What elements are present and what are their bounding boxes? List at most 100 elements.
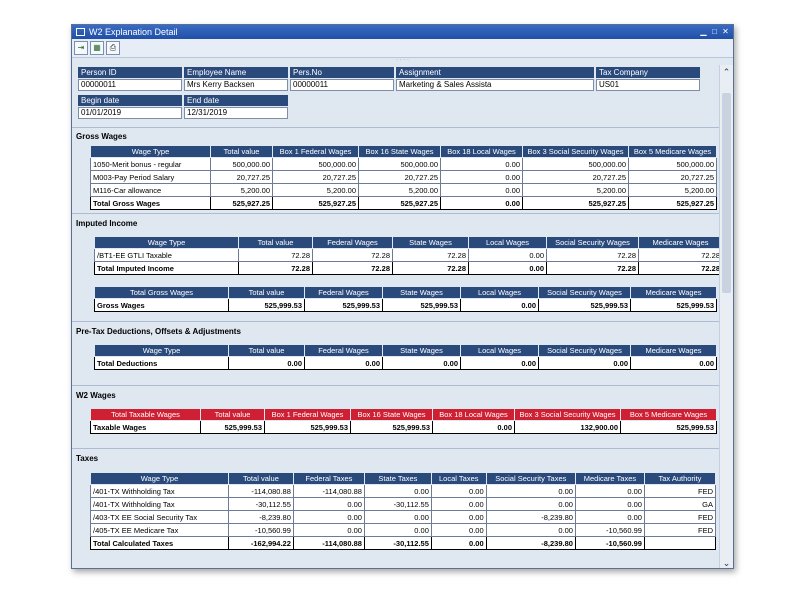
column-header[interactable]: Box 18 Local Wages — [432, 408, 515, 421]
table-row[interactable]: /403-TX EE Social Security Tax -8,239.80 0… — [90, 510, 717, 524]
table-row[interactable]: /BT1-EE GTLI Taxable 72.28 72.28 72.28 0.00 7… — [94, 248, 720, 262]
column-header[interactable]: Box 1 Federal Wages — [272, 145, 359, 158]
column-header[interactable]: State Wages — [392, 236, 469, 249]
maximize-icon[interactable]: □ — [712, 26, 717, 36]
column-header[interactable]: Local Wages — [460, 286, 539, 299]
column-header[interactable]: Federal Taxes — [292, 472, 365, 485]
table-row[interactable]: M003-Pay Period Salary 20,727.25 20,727.25… — [90, 170, 717, 184]
column-header[interactable]: State Wages — [382, 344, 461, 357]
end-date-field: 12/31/2019 — [184, 107, 288, 119]
column-header[interactable]: Local Wages — [460, 344, 539, 357]
table-cell: 20,727.25 — [522, 170, 629, 184]
column-header[interactable]: Box 18 Local Wages — [440, 145, 523, 158]
table-cell: 0.00 — [468, 248, 547, 262]
total-cell: 525,999.53 — [538, 298, 631, 312]
table-cell: 72.28 — [546, 248, 639, 262]
table-cell: 0.00 — [440, 157, 523, 171]
column-header[interactable]: Medicare Taxes — [574, 472, 645, 485]
table-row[interactable]: /405-TX EE Medicare Tax -10,560.99 0.00 0.0… — [90, 523, 717, 537]
header-row: Wage Type Total value Federal Taxes State T… — [90, 472, 717, 485]
table-cell: 500,000.00 — [358, 157, 441, 171]
column-header[interactable]: Wage Type — [90, 472, 229, 485]
close-icon[interactable]: ✕ — [722, 26, 729, 36]
column-header[interactable]: Total value — [238, 236, 313, 249]
column-header[interactable]: Social Security Wages — [546, 236, 639, 249]
column-header[interactable]: Box 3 Social Security Wages — [522, 145, 629, 158]
column-header[interactable]: Local Wages — [468, 236, 547, 249]
table-cell: -114,080.88 — [227, 484, 294, 498]
header-row: Total Gross Wages Total value Federal Wage… — [94, 286, 717, 299]
column-header[interactable]: Box 3 Social Security Wages — [514, 408, 621, 421]
total-cell: Gross Wages — [94, 298, 229, 312]
scroll-up-icon[interactable]: ⌃ — [722, 67, 731, 77]
total-cell: -10,560.99 — [574, 536, 645, 550]
column-header[interactable]: Wage Type — [90, 145, 211, 158]
column-header[interactable]: Box 1 Federal Wages — [264, 408, 351, 421]
column-header[interactable]: Federal Wages — [304, 286, 383, 299]
total-cell: 0.00 — [304, 356, 383, 370]
splitter-grip[interactable]: · · · · — [396, 57, 409, 63]
table-cell: -8,239.80 — [485, 510, 576, 524]
table-row[interactable]: /401-TX Withholding Tax -114,080.88 -114,0… — [90, 484, 717, 498]
column-header[interactable]: Total Taxable Wages — [90, 408, 201, 421]
header-row: Wage Type Total value Federal Wages State W… — [94, 236, 720, 249]
column-header[interactable]: Wage Type — [94, 344, 229, 357]
vertical-scrollbar[interactable]: ⌃ ⌄ — [719, 65, 733, 568]
table-cell: 0.00 — [440, 183, 523, 197]
scroll-down-icon[interactable]: ⌄ — [722, 558, 731, 568]
column-header[interactable]: Total value — [228, 344, 305, 357]
export-icon[interactable]: ⇥ — [74, 41, 88, 55]
table-cell: M116-Car allowance — [90, 183, 211, 197]
column-header[interactable]: State Wages — [382, 286, 461, 299]
table-row[interactable]: /401-TX Withholding Tax -30,112.55 0.00 -30… — [90, 497, 717, 511]
table-row[interactable]: M116-Car allowance 5,200.00 5,200.00 5,200.… — [90, 183, 717, 197]
total-cell: 0.00 — [432, 420, 515, 434]
total-cell: 0.00 — [430, 536, 487, 550]
total-row[interactable]: Total Calculated Taxes -162,994.22 -114,08… — [90, 536, 717, 550]
total-cell: 0.00 — [460, 298, 539, 312]
total-row[interactable]: Total Deductions 0.00 0.00 0.00 0.00 0.00 0.00 — [94, 356, 717, 370]
total-cell: 525,999.53 — [200, 420, 265, 434]
column-header[interactable]: Box 5 Medicare Wages — [628, 145, 717, 158]
table-cell: 0.00 — [485, 497, 576, 511]
total-cell: 525,999.53 — [382, 298, 461, 312]
scroll-thumb[interactable] — [722, 93, 731, 293]
column-header[interactable]: Social Security Taxes — [485, 472, 576, 485]
total-cell: 525,999.53 — [228, 298, 305, 312]
column-header[interactable]: Total Gross Wages — [94, 286, 229, 299]
header-row: Total Taxable Wages Total value Box 1 Fede… — [90, 408, 717, 421]
total-row[interactable]: Taxable Wages 525,999.53 525,999.53 525,999… — [90, 420, 717, 434]
column-header[interactable]: Box 5 Medicare Wages — [620, 408, 717, 421]
column-header[interactable]: Social Security Wages — [538, 344, 631, 357]
column-header[interactable]: State Taxes — [363, 472, 432, 485]
column-header[interactable]: Total value — [200, 408, 265, 421]
minimize-icon[interactable]: ▁ — [700, 26, 707, 36]
column-header[interactable]: Federal Wages — [304, 344, 383, 357]
table-cell: 0.00 — [363, 510, 432, 524]
toolbar: ⇥ ▦ ⎙ — [72, 39, 733, 58]
total-cell: -114,080.88 — [292, 536, 365, 550]
w2-wages-title: W2 Wages — [76, 391, 116, 400]
column-header[interactable]: Wage Type — [94, 236, 239, 249]
column-header[interactable]: Federal Wages — [312, 236, 393, 249]
column-header[interactable]: Box 16 State Wages — [350, 408, 433, 421]
column-header[interactable]: Total value — [227, 472, 294, 485]
column-header[interactable]: Tax Authority — [643, 472, 717, 485]
total-cell: 525,927.25 — [358, 196, 441, 210]
total-row[interactable]: Total Gross Wages 525,927.25 525,927.25 525… — [90, 196, 717, 210]
column-header[interactable]: Total value — [210, 145, 273, 158]
total-row[interactable]: Total Imputed Income 72.28 72.28 72.28 0.00 7… — [94, 261, 720, 275]
total-cell: 525,999.53 — [620, 420, 717, 434]
column-header[interactable]: Medicare Wages — [630, 286, 717, 299]
spreadsheet-icon[interactable]: ▦ — [90, 41, 104, 55]
total-row[interactable]: Gross Wages 525,999.53 525,999.53 525,999.5… — [94, 298, 717, 312]
column-header[interactable]: Total value — [228, 286, 305, 299]
column-header[interactable]: Medicare Wages — [638, 236, 720, 249]
column-header[interactable]: Medicare Wages — [630, 344, 717, 357]
column-header[interactable]: Social Security Wages — [538, 286, 631, 299]
imputed-income-title: Imputed Income — [76, 219, 138, 228]
column-header[interactable]: Box 16 State Wages — [358, 145, 441, 158]
print-icon[interactable]: ⎙ — [106, 41, 120, 55]
column-header[interactable]: Local Taxes — [430, 472, 487, 485]
table-row[interactable]: 1050-Merit bonus - regular 500,000.00 500,… — [90, 157, 717, 171]
